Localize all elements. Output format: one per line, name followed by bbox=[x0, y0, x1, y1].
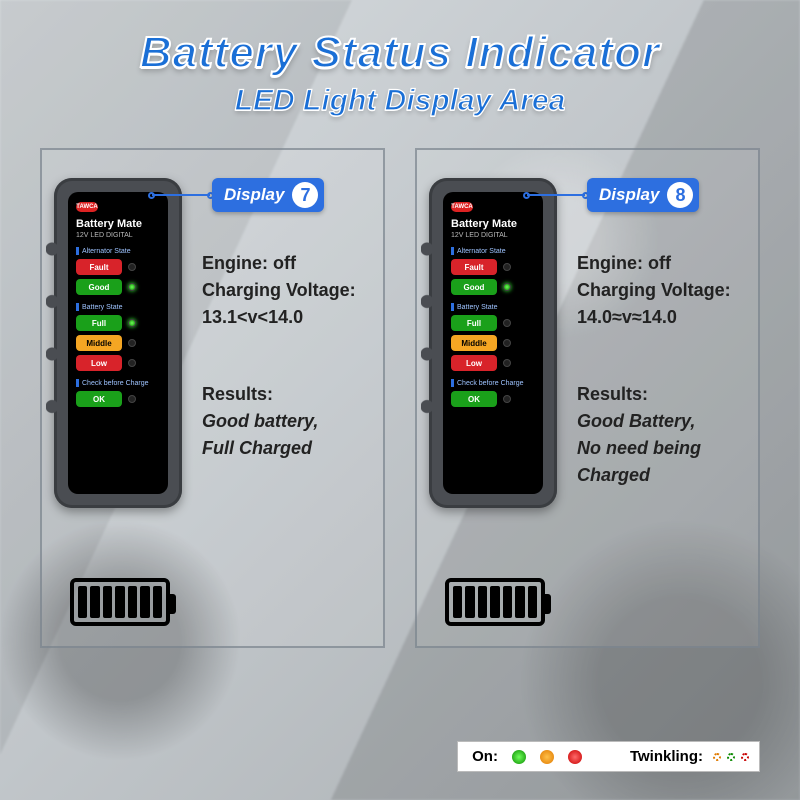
pill-low: Low bbox=[76, 355, 122, 371]
legend-twinkling-label: Twinkling: bbox=[630, 748, 703, 765]
voltage-label: Charging Voltage: bbox=[202, 277, 373, 304]
voltage-label: Charging Voltage: bbox=[577, 277, 748, 304]
section-battery: Battery State bbox=[76, 303, 160, 311]
badge-label: Display bbox=[224, 185, 284, 205]
device-title: Battery Mate bbox=[76, 218, 160, 230]
device-screen: TAWCA Battery Mate 12V LED DIGITAL Alter… bbox=[443, 192, 543, 494]
led-middle bbox=[128, 339, 136, 347]
led-ok bbox=[128, 395, 136, 403]
brand-badge: TAWCA bbox=[451, 202, 473, 212]
display-badge: Display 8 bbox=[587, 178, 699, 212]
led-good bbox=[503, 283, 511, 291]
pill-good: Good bbox=[451, 279, 497, 295]
led-middle bbox=[503, 339, 511, 347]
engine-line: Engine: off bbox=[577, 250, 748, 277]
pill-low: Low bbox=[451, 355, 497, 371]
device-subtitle: 12V LED DIGITAL bbox=[451, 232, 535, 239]
results-text: Good Battery, No need being Charged bbox=[577, 408, 748, 489]
led-full bbox=[503, 319, 511, 327]
led-fault bbox=[503, 263, 511, 271]
page-title: Battery Status Indicator bbox=[0, 0, 800, 78]
legend-dot-green-icon bbox=[512, 750, 526, 764]
badge-number: 8 bbox=[667, 182, 693, 208]
legend-dot-orange-icon bbox=[540, 750, 554, 764]
pill-fault: Fault bbox=[76, 259, 122, 275]
legend-strip: On: Twinkling: bbox=[457, 741, 760, 772]
tester-device: TAWCA Battery Mate 12V LED DIGITAL Alter… bbox=[429, 178, 557, 508]
page-subtitle: LED Light Display Area bbox=[0, 84, 800, 118]
pill-full: Full bbox=[76, 315, 122, 331]
results-label: Results: bbox=[202, 381, 373, 408]
badge-number: 7 bbox=[292, 182, 318, 208]
info-block: Engine: off Charging Voltage: 14.0≈v≈14.… bbox=[577, 250, 748, 509]
led-good bbox=[128, 283, 136, 291]
info-block: Engine: off Charging Voltage: 13.1<v<14.… bbox=[202, 250, 373, 482]
pill-ok: OK bbox=[76, 391, 122, 407]
section-check: Check before Charge bbox=[76, 379, 160, 387]
legend-on-label: On: bbox=[472, 748, 498, 765]
section-alternator: Alternator State bbox=[451, 247, 535, 255]
led-fault bbox=[128, 263, 136, 271]
voltage-value: 13.1<v<14.0 bbox=[202, 304, 373, 331]
panel-display-7: TAWCA Battery Mate 12V LED DIGITAL Alter… bbox=[40, 148, 385, 648]
section-battery: Battery State bbox=[451, 303, 535, 311]
pill-fault: Fault bbox=[451, 259, 497, 275]
section-check: Check before Charge bbox=[451, 379, 535, 387]
connector-line bbox=[527, 194, 585, 196]
panels-row: TAWCA Battery Mate 12V LED DIGITAL Alter… bbox=[0, 148, 800, 648]
panel-display-8: TAWCA Battery Mate 12V LED DIGITAL Alter… bbox=[415, 148, 760, 648]
legend-dot-red-icon bbox=[568, 750, 582, 764]
section-alternator: Alternator State bbox=[76, 247, 160, 255]
results-text: Good battery, Full Charged bbox=[202, 408, 373, 462]
led-full bbox=[128, 319, 136, 327]
pill-ok: OK bbox=[451, 391, 497, 407]
led-ok bbox=[503, 395, 511, 403]
device-title: Battery Mate bbox=[451, 218, 535, 230]
pill-middle: Middle bbox=[451, 335, 497, 351]
voltage-value: 14.0≈v≈14.0 bbox=[577, 304, 748, 331]
display-badge: Display 7 bbox=[212, 178, 324, 212]
battery-icon bbox=[70, 578, 170, 626]
engine-line: Engine: off bbox=[202, 250, 373, 277]
pill-middle: Middle bbox=[76, 335, 122, 351]
brand-badge: TAWCA bbox=[76, 202, 98, 212]
led-low bbox=[128, 359, 136, 367]
pill-full: Full bbox=[451, 315, 497, 331]
device-screen: TAWCA Battery Mate 12V LED DIGITAL Alter… bbox=[68, 192, 168, 494]
results-label: Results: bbox=[577, 381, 748, 408]
tester-device: TAWCA Battery Mate 12V LED DIGITAL Alter… bbox=[54, 178, 182, 508]
device-subtitle: 12V LED DIGITAL bbox=[76, 232, 160, 239]
pill-good: Good bbox=[76, 279, 122, 295]
battery-icon bbox=[445, 578, 545, 626]
badge-label: Display bbox=[599, 185, 659, 205]
connector-line bbox=[152, 194, 210, 196]
led-low bbox=[503, 359, 511, 367]
